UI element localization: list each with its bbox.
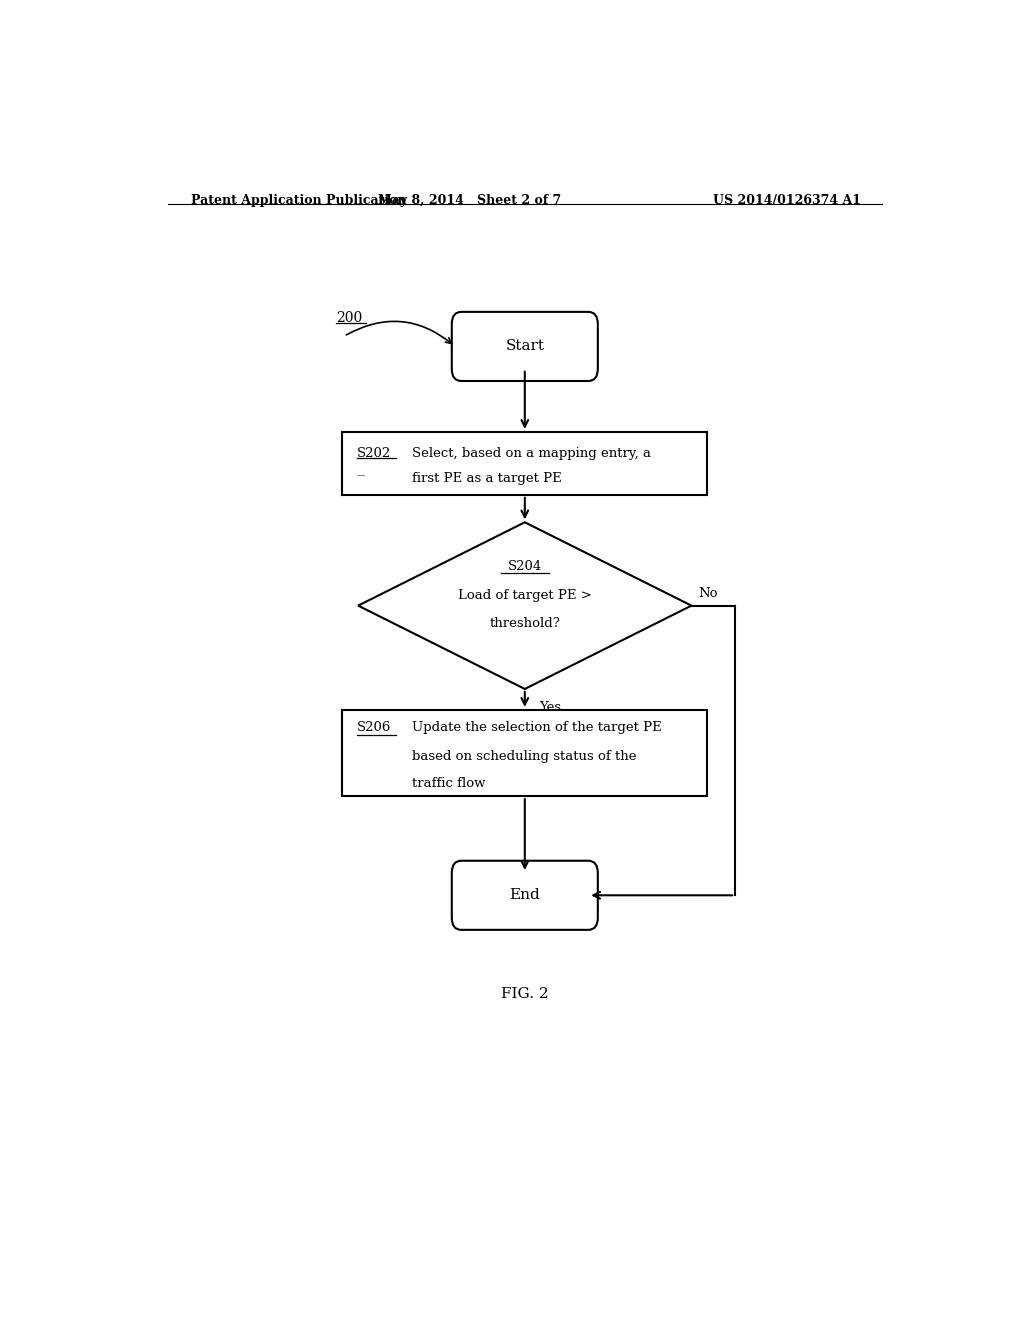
Text: Yes: Yes xyxy=(539,701,561,714)
Text: 200: 200 xyxy=(336,312,362,325)
FancyBboxPatch shape xyxy=(452,312,598,381)
Text: first PE as a target PE: first PE as a target PE xyxy=(412,473,562,484)
Text: based on scheduling status of the: based on scheduling status of the xyxy=(412,750,637,763)
Text: S204: S204 xyxy=(508,561,542,573)
Text: FIG. 2: FIG. 2 xyxy=(501,987,549,1001)
Text: traffic flow: traffic flow xyxy=(412,777,485,789)
Text: Load of target PE >: Load of target PE > xyxy=(458,589,592,602)
Text: —: — xyxy=(356,471,365,479)
Bar xyxy=(342,432,708,495)
Text: Patent Application Publication: Patent Application Publication xyxy=(191,194,407,207)
FancyBboxPatch shape xyxy=(452,861,598,929)
Text: S202: S202 xyxy=(356,446,391,459)
Bar xyxy=(342,710,708,796)
Text: US 2014/0126374 A1: US 2014/0126374 A1 xyxy=(713,194,861,207)
Text: Update the selection of the target PE: Update the selection of the target PE xyxy=(412,721,662,734)
Polygon shape xyxy=(358,523,691,689)
Text: May 8, 2014   Sheet 2 of 7: May 8, 2014 Sheet 2 of 7 xyxy=(378,194,561,207)
Text: End: End xyxy=(509,888,541,903)
FancyArrowPatch shape xyxy=(346,321,452,343)
Text: S206: S206 xyxy=(356,721,391,734)
Text: threshold?: threshold? xyxy=(489,618,560,631)
Text: No: No xyxy=(697,587,717,599)
Text: Select, based on a mapping entry, a: Select, based on a mapping entry, a xyxy=(412,446,651,459)
Text: Start: Start xyxy=(505,339,545,354)
